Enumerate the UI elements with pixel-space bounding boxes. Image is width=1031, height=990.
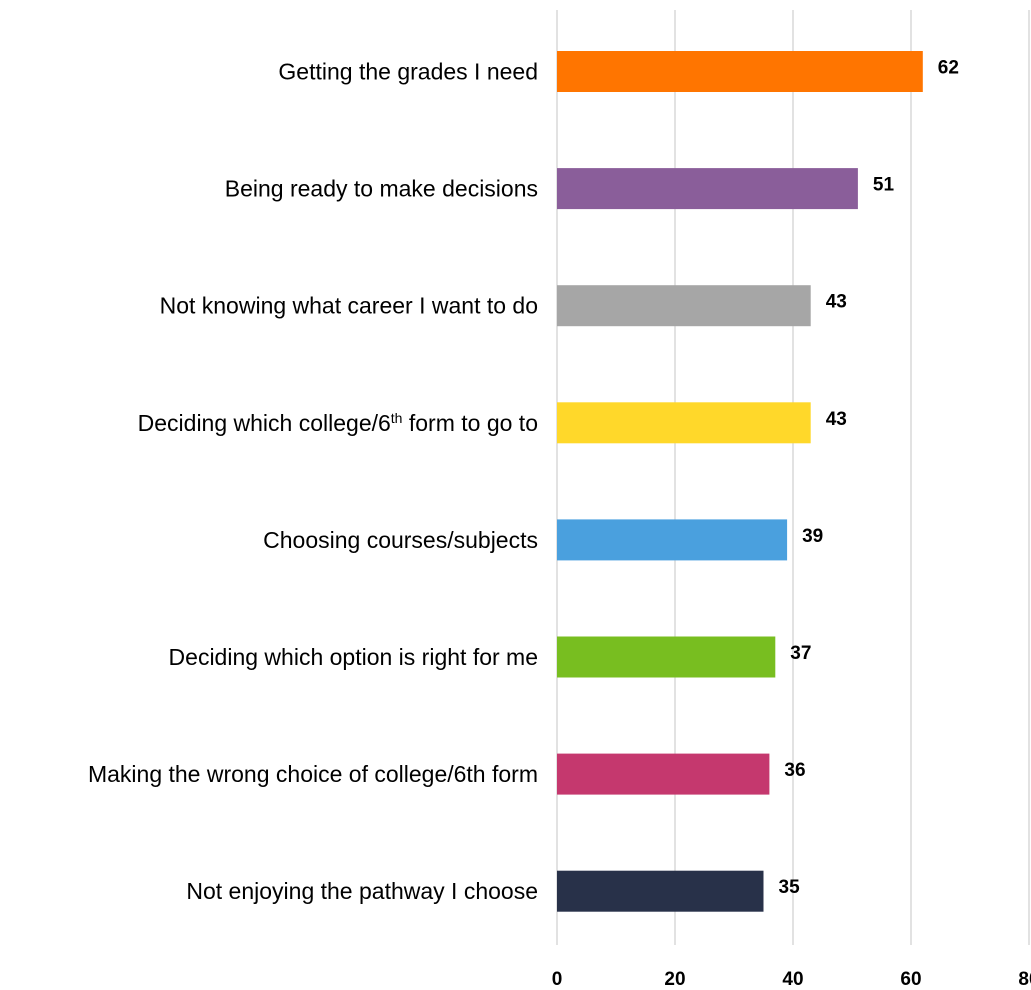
value-label: 62 (938, 58, 959, 79)
bar (557, 870, 764, 912)
category-label: Deciding which college/6th form to go to (138, 410, 538, 436)
category-label: Getting the grades I need (278, 59, 538, 85)
x-tick-label: 40 (782, 969, 803, 990)
bar (557, 402, 811, 444)
value-label: 35 (779, 877, 801, 898)
category-label: Choosing courses/subjects (263, 527, 538, 553)
bar (557, 519, 788, 561)
value-label: 43 (826, 292, 847, 313)
value-label: 43 (826, 409, 847, 430)
category-label: Making the wrong choice of college/6th f… (88, 761, 538, 787)
category-label: Deciding which option is right for me (169, 644, 538, 670)
value-label: 36 (784, 760, 805, 781)
bar (557, 753, 770, 795)
value-label: 39 (802, 526, 823, 547)
bar (557, 51, 923, 92)
category-label: Not enjoying the pathway I choose (186, 878, 538, 904)
category-label: Not knowing what career I want to do (160, 293, 538, 319)
category-label: Being ready to make decisions (225, 176, 538, 202)
value-label: 37 (790, 643, 811, 664)
bar (557, 636, 776, 678)
x-tick-label: 20 (664, 969, 685, 990)
value-label: 51 (873, 175, 895, 196)
x-tick-label: 0 (552, 969, 563, 990)
x-tick-label: 80 (1018, 969, 1031, 990)
bar (557, 285, 811, 327)
category-labels: Getting the grades I need Being ready to … (88, 59, 538, 905)
x-axis-tick-labels: 0 20 40 60 80 (552, 969, 1031, 990)
gridlines (556, 10, 1030, 945)
value-labels: 62 51 43 43 39 37 36 35 (779, 58, 959, 899)
x-tick-label: 60 (900, 969, 921, 990)
bar (557, 168, 858, 210)
bars (557, 51, 923, 912)
